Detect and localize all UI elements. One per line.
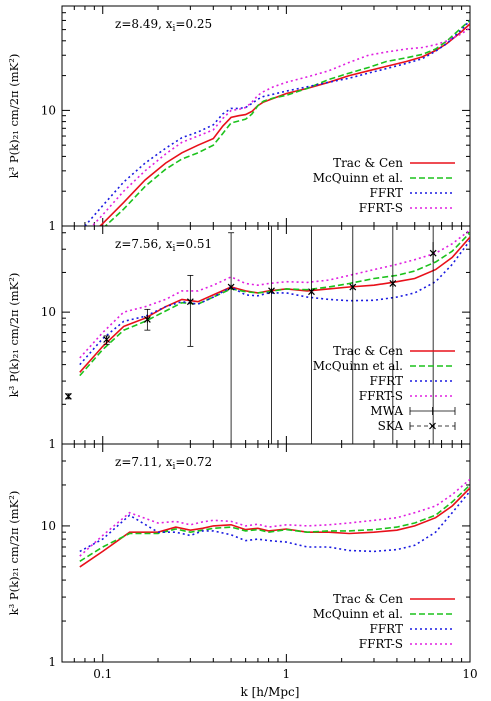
ska-point — [103, 336, 111, 343]
series-group — [64, 226, 470, 444]
ska-point — [64, 392, 72, 400]
y-tick-label: 10 — [41, 519, 56, 533]
ska-point — [227, 283, 235, 291]
legend-label: FFRT-S — [359, 201, 403, 215]
y-axis-label: k³ P(k)₂₁ cm/2π (mK²) — [7, 54, 21, 179]
ska-point — [429, 249, 437, 257]
y-tick-label: 10 — [41, 103, 56, 117]
plot-frame — [61, 443, 471, 663]
series-line-mcquinn-et-al- — [79, 484, 470, 562]
series-line-mcquinn-et-al- — [79, 232, 470, 377]
legend-label: FFRT — [370, 186, 403, 200]
legend-label: Trac & Cen — [333, 156, 403, 170]
y-axis-label: k³ P(k)₂₁ cm/2π (mK²) — [7, 491, 21, 616]
legend-label: FFRT-S — [359, 637, 403, 651]
legend-label: McQuinn et al. — [313, 171, 403, 185]
legend-label: Trac & Cen — [333, 592, 403, 606]
series-line-ffrt — [79, 490, 470, 553]
legend-label: FFRT-S — [359, 389, 403, 403]
series-line-trac-cen — [79, 487, 470, 568]
x-axis-label: k [h/Mpc] — [241, 685, 300, 699]
legend-label: FFRT — [370, 374, 403, 388]
series-line-ffrt-s — [79, 478, 470, 557]
panel-2: 1 10 k³ P(k)₂₁ cm/2π (mK²) z=7.56, xi=0.51 T… — [7, 225, 471, 451]
x-tick-label: 1 — [283, 667, 291, 681]
panel-annotation: z=7.11, xi=0.72 — [115, 455, 212, 472]
series-line-mcquinn-et-al- — [104, 19, 470, 226]
series-line-ffrt-s — [79, 229, 470, 359]
series-line-ffrt — [79, 239, 470, 366]
y-axis-label: k³ P(k)₂₁ cm/2π (mK²) — [7, 273, 21, 398]
y-tick-label: 10 — [41, 305, 56, 319]
plot-frame — [61, 225, 471, 445]
legend-label: McQuinn et al. — [313, 359, 403, 373]
panel-3: 1 10 k³ P(k)₂₁ cm/2π (mK²) z=7.11, xi=0.72 T… — [7, 443, 471, 669]
x-tick-label: 0.1 — [93, 667, 112, 681]
legend-label: SKA — [378, 419, 404, 433]
series-line-ffrt — [84, 19, 470, 226]
ska-point — [268, 287, 275, 295]
ska-point — [186, 298, 194, 306]
y-tick-label: 1 — [48, 219, 56, 233]
panel-1: 1 10 k³ P(k)₂₁ cm/2π (mK²) z=8.49, xi=0.25 T… — [7, 5, 471, 233]
ska-point — [389, 280, 397, 287]
ska-point — [143, 316, 151, 323]
ska-point — [308, 288, 315, 296]
plot-frame — [61, 5, 471, 227]
series-group — [79, 478, 470, 568]
series-line-ffrt-s — [91, 26, 470, 226]
ska-point — [349, 283, 357, 291]
y-tick-label: 1 — [48, 655, 56, 669]
legend-swatch-marker — [429, 422, 436, 430]
series-line-trac-cen — [79, 236, 470, 373]
panel-annotation: z=7.56, xi=0.51 — [115, 237, 212, 254]
y-tick-label: 1 — [48, 437, 56, 451]
series-group — [84, 19, 470, 226]
legend-label: Trac & Cen — [333, 344, 403, 358]
x-tick-label: 10 — [462, 667, 477, 681]
legend-label: FFRT — [370, 622, 403, 636]
panel-annotation: z=8.49, xi=0.25 — [115, 17, 212, 34]
legend-label: MWA — [370, 404, 403, 418]
legend-label: McQuinn et al. — [313, 607, 403, 621]
series-line-trac-cen — [98, 23, 470, 226]
